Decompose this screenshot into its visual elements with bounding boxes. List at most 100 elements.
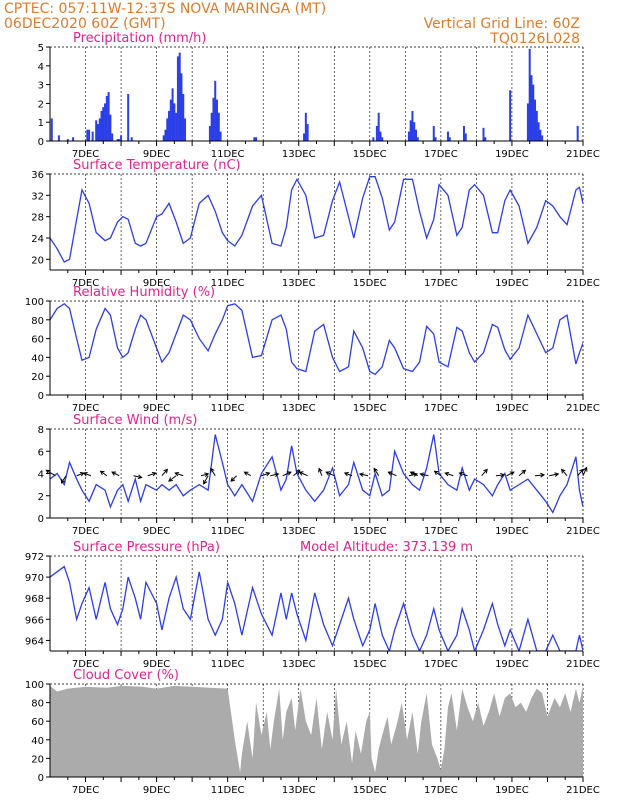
x-tick-label: 9DEC [143,278,170,289]
x-tick-label: 13DEC [282,785,316,796]
precip-bar [372,137,375,141]
precip-bar [541,135,544,141]
x-tick-label: 15DEC [353,785,387,796]
wind-vector [261,472,270,477]
wind-vector [318,468,323,476]
precip-bar [178,52,181,141]
x-tick-label: 15DEC [353,278,387,289]
precip-bar [255,137,258,141]
precip-bar [127,94,130,141]
x-tick-label: 7DEC [72,526,99,537]
precip-bar [484,137,487,141]
x-tick-label: 19DEC [495,659,529,670]
y-tick-label: 972 [25,552,44,563]
y-tick-label: 3 [38,81,44,92]
x-tick-label: 15DEC [353,403,387,414]
precip-bar [104,103,107,141]
y-tick-label: 80 [31,699,44,710]
y-tick-label: 32 [31,191,44,202]
wind-vector-head [583,466,588,472]
wind-vector-head [265,471,271,477]
precip-bar [66,139,69,141]
precip-bar [171,88,174,141]
x-tick-label: 17DEC [424,785,458,796]
y-tick-label: 0 [38,391,44,402]
wind-vector [410,471,418,477]
wind-vector-head [387,471,393,476]
panel-title: Surface Temperature (nC) [73,158,241,173]
wind-vector [111,471,120,477]
wind-vector-head [373,467,378,473]
wind-vector [270,473,279,477]
precip-bar [105,95,108,141]
wind-vector [61,475,67,484]
x-tick-label: 11DEC [211,785,245,796]
y-tick-label: 24 [31,234,44,245]
precip-bar [102,107,105,141]
precip-bar [413,122,416,141]
series-line [50,565,583,651]
wind-vector-head [409,471,415,476]
wind-vector-head [433,470,439,476]
precip-bar [576,125,579,141]
x-tick-label: 21DEC [566,526,600,537]
wind-vector-head [419,472,425,477]
x-tick-label: 11DEC [211,149,245,160]
precip-bar [464,133,467,141]
wind-vector-head [111,471,117,476]
panel-1: 20 24 28 32 36 7DEC 9DEC 11DEC 13DEC 15DEC 17DEC 19… [31,158,600,289]
x-tick-label: 13DEC [282,659,316,670]
y-tick-label: 60 [31,717,44,728]
precip-bar [168,110,171,141]
x-tick-label: 9DEC [143,149,170,160]
precip-bar [72,137,75,141]
precip-bar [304,112,307,141]
wind-vector-head [318,467,323,473]
precip-bar [169,99,172,141]
wind-vector-head [230,477,236,482]
x-tick-label: 13DEC [282,278,316,289]
x-tick-label: 9DEC [143,785,170,796]
wind-vector-head [243,471,249,476]
precip-bar [212,97,215,141]
x-tick-label: 21DEC [566,403,600,414]
header-date: 06DEC2020 60Z (GMT) [4,16,166,32]
precip-bar [107,92,110,141]
wind-vector-head [168,477,173,482]
x-tick-label: 9DEC [143,526,170,537]
wind-vector-head [163,468,169,474]
precip-bar [96,124,99,141]
cloud-area [50,685,583,777]
y-tick-label: 28 [31,213,44,224]
y-tick-label: 966 [25,615,44,626]
x-tick-label: 11DEC [211,403,245,414]
header-station: CPTEC: 057:11W-12:37S NOVA MARINGA (MT) [4,1,327,17]
series-layer [50,565,583,651]
x-tick-label: 19DEC [495,278,529,289]
x-tick-label: 17DEC [424,278,458,289]
x-tick-label: 17DEC [424,526,458,537]
wind-vector [534,474,545,477]
x-tick-label: 19DEC [495,526,529,537]
x-tick-label: 7DEC [72,785,99,796]
wind-vector [168,475,177,482]
wind-vector-head [137,474,143,480]
y-tick-label: 4 [38,470,44,481]
x-tick-label: 15DEC [353,526,387,537]
x-tick-label: 19DEC [495,403,529,414]
wind-vector-head [521,469,527,475]
wind-vector [282,471,292,477]
x-tick-label: 9DEC [143,659,170,670]
x-tick-label: 21DEC [566,659,600,670]
series-line [50,434,583,514]
precip-bar [88,129,91,141]
wind-vector [518,469,526,477]
precip-bar [407,131,410,141]
wind-vector-head [343,471,349,477]
wind-vector [388,471,397,477]
y-tick-label: 964 [25,636,44,647]
precip-bar [214,80,217,141]
x-tick-label: 21DEC [566,149,600,160]
wind-vector [495,474,505,477]
precip-bar [184,118,187,141]
